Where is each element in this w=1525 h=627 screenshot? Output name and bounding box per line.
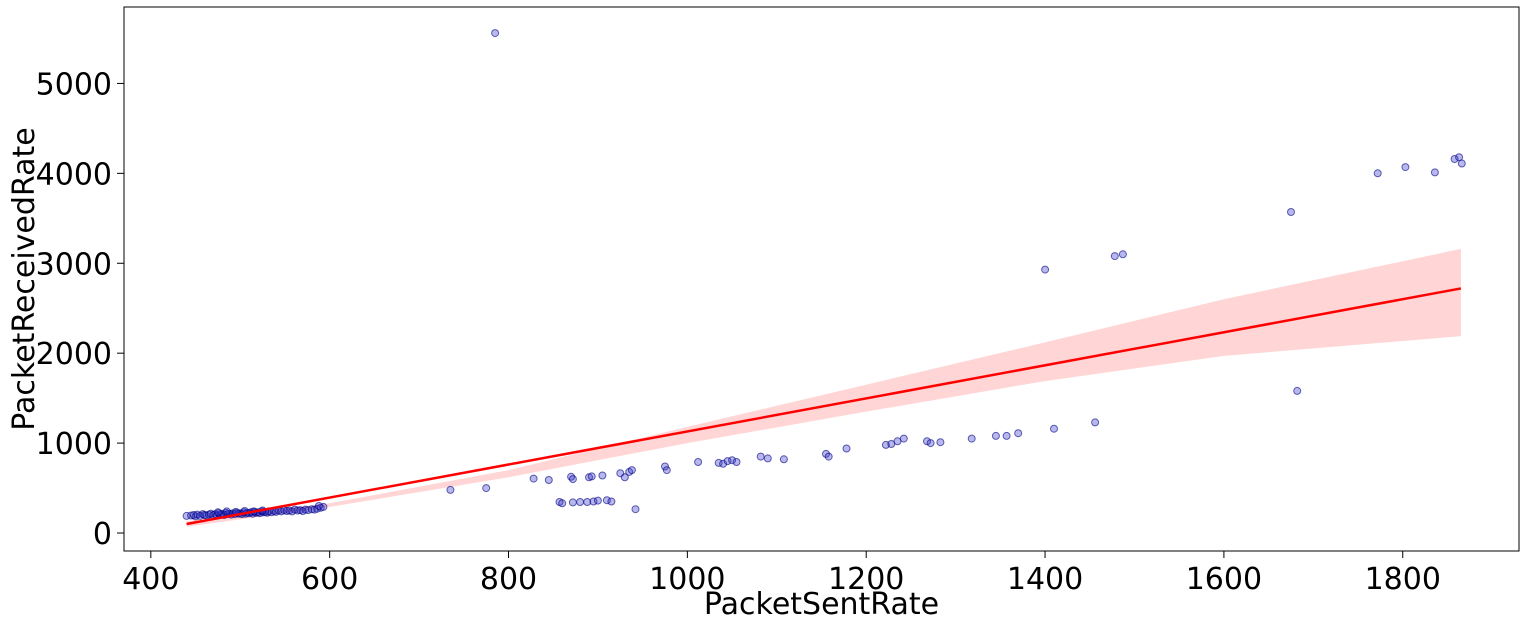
y-tick-label: 4000 bbox=[36, 157, 112, 192]
data-point bbox=[446, 485, 455, 494]
data-point bbox=[899, 434, 908, 443]
data-point bbox=[544, 476, 553, 484]
data-point bbox=[991, 431, 1000, 440]
data-point bbox=[967, 434, 976, 443]
data-point bbox=[1430, 168, 1439, 177]
data-point bbox=[587, 472, 596, 481]
data-point bbox=[568, 498, 577, 507]
regression-line-layer bbox=[186, 287, 1462, 526]
x-tick-label: 400 bbox=[122, 562, 179, 597]
data-point bbox=[756, 452, 765, 461]
data-point bbox=[620, 473, 629, 482]
data-point bbox=[732, 458, 741, 466]
y-tick-label: 1000 bbox=[36, 427, 112, 462]
data-point bbox=[1287, 208, 1295, 216]
data-point bbox=[1293, 386, 1302, 395]
data-point bbox=[593, 496, 602, 505]
y-tick-label: 0 bbox=[93, 517, 112, 552]
x-tick-label: 1200 bbox=[828, 562, 904, 597]
data-point bbox=[1050, 424, 1058, 433]
data-point bbox=[1041, 265, 1050, 274]
data-point bbox=[719, 459, 728, 468]
regression-line bbox=[186, 287, 1462, 526]
data-point bbox=[568, 475, 577, 484]
data-point bbox=[1110, 252, 1119, 261]
data-point bbox=[631, 505, 640, 514]
plot-frame bbox=[123, 6, 1520, 552]
data-point bbox=[529, 474, 538, 483]
data-point bbox=[926, 439, 935, 448]
y-axis-label: PacketReceivedRate bbox=[7, 127, 42, 430]
x-axis: 400 600 800 1000 1200 1400 1600 1800 bbox=[122, 551, 1441, 597]
y-tick-label: 5000 bbox=[36, 67, 112, 102]
data-point bbox=[583, 498, 592, 506]
x-tick-label: 600 bbox=[301, 562, 358, 597]
data-point bbox=[301, 505, 310, 514]
y-tick-label: 2000 bbox=[36, 337, 112, 372]
x-tick-label: 800 bbox=[480, 562, 537, 597]
data-point bbox=[662, 466, 671, 475]
x-tick-label: 1000 bbox=[649, 562, 725, 597]
data-point bbox=[482, 484, 491, 493]
data-point bbox=[222, 507, 231, 516]
data-point bbox=[842, 444, 851, 453]
data-point bbox=[1091, 418, 1100, 427]
data-point bbox=[1373, 169, 1382, 178]
x-tick-label: 1600 bbox=[1186, 562, 1262, 597]
data-points-layer bbox=[182, 29, 1466, 521]
data-point bbox=[824, 452, 833, 461]
x-axis-label: PacketSentRate bbox=[704, 587, 939, 622]
data-point bbox=[1014, 429, 1023, 438]
data-point bbox=[694, 458, 703, 466]
data-point bbox=[314, 502, 323, 510]
data-point bbox=[558, 499, 567, 508]
data-point bbox=[1002, 431, 1011, 440]
data-point bbox=[491, 29, 500, 38]
x-tick-label: 1800 bbox=[1365, 562, 1441, 597]
data-point bbox=[763, 454, 772, 463]
confidence-band bbox=[186, 248, 1461, 527]
data-point bbox=[1450, 155, 1459, 163]
data-point bbox=[1457, 159, 1466, 168]
confidence-band-layer bbox=[186, 248, 1461, 527]
data-point bbox=[576, 498, 585, 506]
data-point bbox=[607, 497, 616, 506]
data-point bbox=[1401, 163, 1410, 172]
data-point bbox=[598, 471, 607, 480]
y-axis: 0 1000 2000 3000 4000 5000 bbox=[36, 67, 124, 552]
data-point bbox=[728, 456, 737, 465]
x-tick-label: 1400 bbox=[1007, 562, 1083, 597]
y-tick-label: 3000 bbox=[36, 247, 112, 282]
data-point bbox=[936, 438, 945, 447]
data-point bbox=[627, 466, 636, 475]
data-point bbox=[602, 496, 611, 505]
data-point bbox=[213, 508, 222, 517]
data-point bbox=[779, 455, 788, 464]
data-point bbox=[1118, 250, 1127, 259]
